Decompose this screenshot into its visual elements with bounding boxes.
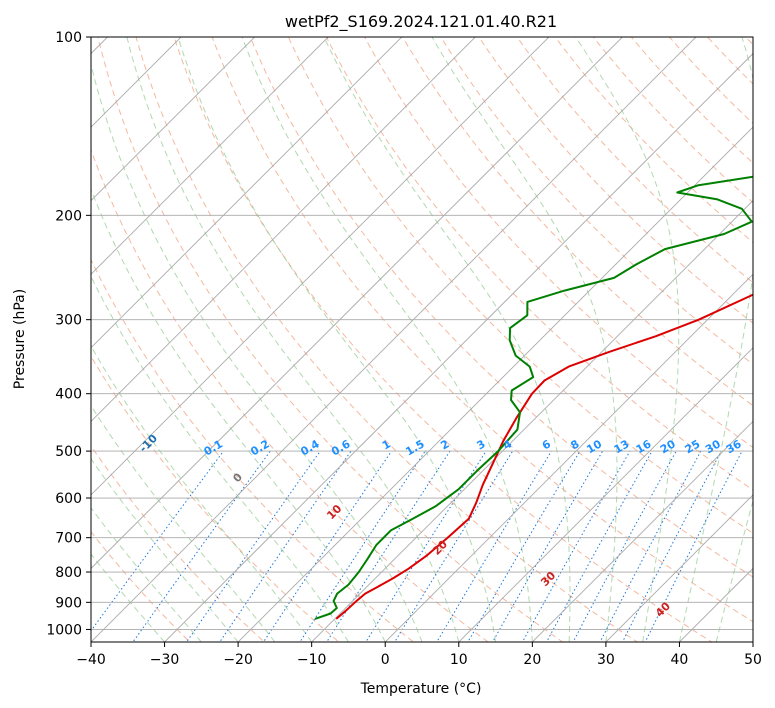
isotherm-line — [163, 52, 753, 642]
dry-adiabat-line — [402, 37, 753, 407]
y-axis: 100 200 300 400 500 600 700 800 900 1000 — [46, 30, 91, 638]
dry-adiabat-line — [91, 531, 191, 642]
isotherm-line — [605, 494, 753, 642]
x-tick-label: −40 — [76, 652, 106, 668]
moist-adiabat-line — [323, 37, 571, 642]
x-tick-label: −10 — [297, 652, 327, 668]
isotherm-line — [91, 37, 697, 642]
x-tick-label: 0 — [381, 652, 390, 668]
y-tick-label: 100 — [55, 30, 82, 46]
isotherm-line — [91, 37, 624, 570]
dewpoint-profile-line — [314, 175, 753, 620]
moist-adiabat-line — [575, 37, 680, 642]
x-tick-label: 10 — [450, 652, 468, 668]
y-tick-label: 300 — [55, 313, 82, 329]
isotherm-line — [91, 37, 476, 422]
x-axis-label: Temperature (°C) — [360, 681, 482, 697]
moist-adiabat-line — [91, 507, 202, 642]
y-tick-label: 500 — [55, 444, 82, 460]
moist-adiabat-line — [91, 553, 165, 642]
y-tick-label: 900 — [55, 595, 82, 611]
dry-adiabat-line — [287, 37, 753, 534]
x-tick-label: −30 — [150, 652, 180, 668]
dry-adiabat-line — [478, 37, 753, 324]
dry-adiabat-line — [211, 37, 753, 623]
x-tick-label: 40 — [671, 652, 689, 668]
x-tick-label: 20 — [523, 652, 541, 668]
y-tick-label: 1000 — [46, 622, 82, 638]
isotherm-line — [458, 347, 753, 642]
y-tick-label: 200 — [55, 208, 82, 224]
dry-adiabat-line — [249, 37, 753, 578]
temperature-profile-line — [335, 293, 753, 620]
y-axis-label: Pressure (hPa) — [12, 289, 28, 389]
x-axis: −40 −30 −20 −10 0 10 20 30 40 50 — [76, 642, 762, 668]
x-tick-label: 30 — [597, 652, 615, 668]
dry-adiabats — [91, 37, 753, 642]
isotherm-line — [531, 420, 753, 642]
dry-adiabat-line — [91, 258, 415, 642]
y-tick-label: 600 — [55, 491, 82, 507]
isotherm-line — [311, 200, 753, 642]
isotherm-line — [91, 37, 550, 496]
x-tick-label: −20 — [223, 652, 253, 668]
moist-adiabat-line — [91, 404, 276, 642]
dry-adiabat-line — [364, 37, 753, 449]
moist-adiabat-line — [91, 62, 423, 642]
dry-adiabat-line — [135, 37, 639, 642]
moist-adiabat-line — [91, 188, 386, 642]
isotherm-line — [91, 37, 329, 275]
moist-adiabat-line — [126, 37, 460, 642]
moist-adiabat-line — [177, 37, 497, 642]
moist-adiabat-line — [715, 498, 753, 642]
isotherm-line — [237, 126, 753, 642]
dry-adiabat-line — [91, 355, 340, 642]
isotherm-line — [91, 37, 256, 202]
profile-lines — [314, 175, 753, 620]
x-tick-label: 50 — [744, 652, 762, 668]
dry-adiabat-line — [440, 37, 753, 365]
isotherms — [91, 37, 753, 642]
chart-title: wetPf2_S169.2024.121.01.40.R21 — [285, 12, 557, 32]
dry-adiabat-line — [325, 37, 753, 491]
y-tick-label: 700 — [55, 531, 82, 547]
moist-adiabat-line — [431, 37, 618, 642]
dry-adiabat-line — [630, 37, 753, 164]
dry-adiabat-line — [97, 37, 564, 642]
moist-adiabat-line — [241, 37, 533, 642]
plot-frame — [90, 36, 754, 643]
isobars — [91, 37, 753, 630]
isotherm-line — [91, 37, 403, 349]
moist-adiabat-line — [91, 457, 239, 642]
isotherm-line — [384, 273, 753, 642]
y-tick-label: 800 — [55, 565, 82, 581]
plot-area: 0.10.20.40.611.52346810131620253036-100-… — [91, 37, 753, 642]
moist-adiabat-line — [91, 275, 349, 642]
y-tick-label: 400 — [55, 387, 82, 403]
